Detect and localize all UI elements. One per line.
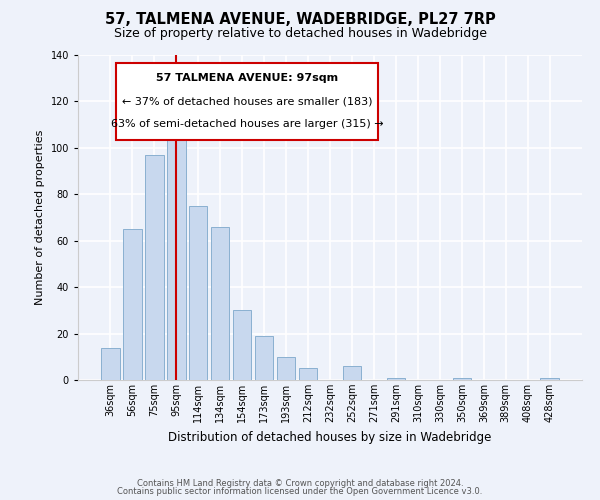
Bar xyxy=(277,357,295,380)
Bar xyxy=(167,113,185,380)
Bar xyxy=(233,310,251,380)
Bar xyxy=(189,206,208,380)
Bar xyxy=(145,155,164,380)
Text: 57 TALMENA AVENUE: 97sqm: 57 TALMENA AVENUE: 97sqm xyxy=(156,74,338,84)
Y-axis label: Number of detached properties: Number of detached properties xyxy=(35,130,45,305)
Bar xyxy=(452,378,471,380)
FancyBboxPatch shape xyxy=(116,63,378,140)
Text: ← 37% of detached houses are smaller (183): ← 37% of detached houses are smaller (18… xyxy=(122,96,372,106)
Bar xyxy=(541,378,559,380)
Text: Contains public sector information licensed under the Open Government Licence v3: Contains public sector information licen… xyxy=(118,487,482,496)
Bar xyxy=(123,229,142,380)
Bar xyxy=(211,227,229,380)
X-axis label: Distribution of detached houses by size in Wadebridge: Distribution of detached houses by size … xyxy=(169,430,491,444)
Text: Contains HM Land Registry data © Crown copyright and database right 2024.: Contains HM Land Registry data © Crown c… xyxy=(137,478,463,488)
Bar xyxy=(343,366,361,380)
Bar xyxy=(386,378,405,380)
Text: 57, TALMENA AVENUE, WADEBRIDGE, PL27 7RP: 57, TALMENA AVENUE, WADEBRIDGE, PL27 7RP xyxy=(104,12,496,28)
Bar xyxy=(101,348,119,380)
Bar xyxy=(255,336,274,380)
Bar xyxy=(299,368,317,380)
Text: 63% of semi-detached houses are larger (315) →: 63% of semi-detached houses are larger (… xyxy=(110,119,383,129)
Text: Size of property relative to detached houses in Wadebridge: Size of property relative to detached ho… xyxy=(113,28,487,40)
